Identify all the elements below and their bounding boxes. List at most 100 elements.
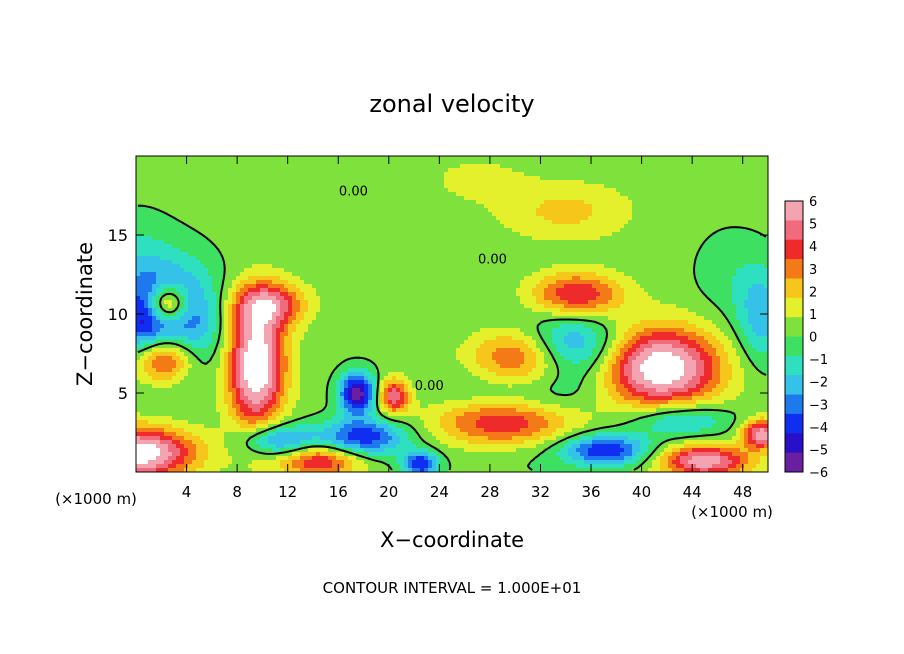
heatmap-cell xyxy=(548,276,553,281)
heatmap-cell xyxy=(588,240,593,245)
heatmap-cell xyxy=(432,168,437,173)
heatmap-cell xyxy=(276,260,281,265)
heatmap-cell xyxy=(316,164,321,169)
heatmap-cell xyxy=(136,192,141,197)
heatmap-cell xyxy=(752,204,757,209)
heatmap-cell xyxy=(736,244,741,249)
heatmap-cell xyxy=(600,268,605,273)
heatmap-cell xyxy=(192,216,197,221)
heatmap-cell xyxy=(608,212,613,217)
heatmap-cell xyxy=(416,164,421,169)
heatmap-cell xyxy=(276,180,281,185)
heatmap-cell xyxy=(416,276,421,281)
heatmap-cell xyxy=(716,160,721,165)
heatmap-cell xyxy=(620,200,625,205)
heatmap-cell xyxy=(420,216,425,221)
heatmap-cell xyxy=(480,208,485,213)
heatmap-cell xyxy=(404,216,409,221)
heatmap-cell xyxy=(348,268,353,273)
heatmap-cell xyxy=(736,156,741,161)
heatmap-cell xyxy=(548,164,553,169)
heatmap-cell xyxy=(572,220,577,225)
heatmap-cell xyxy=(556,212,561,217)
heatmap-cell xyxy=(220,160,225,165)
heatmap-cell xyxy=(384,204,389,209)
heatmap-cell xyxy=(204,264,209,269)
heatmap-cell xyxy=(712,212,717,217)
heatmap-cell xyxy=(512,200,517,205)
heatmap-cell xyxy=(596,232,601,237)
heatmap-cell xyxy=(692,196,697,201)
heatmap-cell xyxy=(608,160,613,165)
heatmap-cell xyxy=(144,196,149,201)
heatmap-cell xyxy=(700,160,705,165)
heatmap-cell xyxy=(628,232,633,237)
heatmap-cell xyxy=(388,232,393,237)
heatmap-cell xyxy=(584,196,589,201)
heatmap-cell xyxy=(300,192,305,197)
heatmap-cell xyxy=(448,184,453,189)
heatmap-cell xyxy=(180,264,185,269)
heatmap-cell xyxy=(652,256,657,261)
heatmap-cell xyxy=(172,252,177,257)
heatmap-cell xyxy=(324,196,329,201)
heatmap-cell xyxy=(312,224,317,229)
heatmap-cell xyxy=(712,180,717,185)
heatmap-cell xyxy=(164,280,169,285)
heatmap-cell xyxy=(512,240,517,245)
heatmap-cell xyxy=(484,228,489,233)
heatmap-cell xyxy=(208,212,213,217)
heatmap-cell xyxy=(708,212,713,217)
heatmap-cell xyxy=(164,240,169,245)
heatmap-cell xyxy=(556,236,561,241)
heatmap-cell xyxy=(320,260,325,265)
heatmap-cell xyxy=(504,240,509,245)
heatmap-cell xyxy=(568,188,573,193)
heatmap-cell xyxy=(308,232,313,237)
heatmap-cell xyxy=(448,160,453,165)
heatmap-cell xyxy=(720,268,725,273)
heatmap-cell xyxy=(268,156,273,161)
heatmap-cell xyxy=(324,272,329,277)
heatmap-cell xyxy=(288,192,293,197)
heatmap-cell xyxy=(184,240,189,245)
heatmap-cell xyxy=(232,156,237,161)
heatmap-cell xyxy=(176,156,181,161)
heatmap-cell xyxy=(668,224,673,229)
heatmap-cell xyxy=(684,184,689,189)
heatmap-cell xyxy=(408,212,413,217)
heatmap-cell xyxy=(256,172,261,177)
heatmap-cell xyxy=(184,236,189,241)
heatmap-cell xyxy=(400,256,405,261)
heatmap-cell xyxy=(164,168,169,173)
heatmap-cell xyxy=(532,188,537,193)
heatmap-cell xyxy=(576,248,581,253)
heatmap-cell xyxy=(368,264,373,269)
heatmap-cell xyxy=(232,260,237,265)
heatmap-cell xyxy=(400,156,405,161)
heatmap-cell xyxy=(520,180,525,185)
heatmap-cell xyxy=(432,244,437,249)
heatmap-cell xyxy=(704,264,709,269)
heatmap-cell xyxy=(328,280,333,285)
heatmap-cell xyxy=(516,180,521,185)
heatmap-cell xyxy=(680,244,685,249)
heatmap-cell xyxy=(628,156,633,161)
heatmap-cell xyxy=(656,188,661,193)
heatmap-cell xyxy=(536,232,541,237)
heatmap-cell xyxy=(456,208,461,213)
heatmap-cell xyxy=(300,160,305,165)
heatmap-cell xyxy=(536,176,541,181)
heatmap-cell xyxy=(628,216,633,221)
heatmap-cell xyxy=(272,280,277,285)
heatmap-cell xyxy=(660,160,665,165)
heatmap-cell xyxy=(536,208,541,213)
heatmap-cell xyxy=(164,156,169,161)
heatmap-cell xyxy=(736,248,741,253)
heatmap-cell xyxy=(628,164,633,169)
heatmap-cell xyxy=(544,168,549,173)
heatmap-cell xyxy=(196,280,201,285)
heatmap-cell xyxy=(212,204,217,209)
heatmap-cell xyxy=(760,200,765,205)
heatmap-cell xyxy=(520,248,525,253)
